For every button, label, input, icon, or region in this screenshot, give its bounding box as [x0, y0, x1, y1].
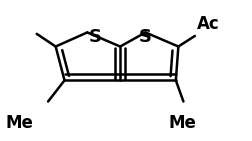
- Text: Ac: Ac: [197, 15, 219, 33]
- Text: Me: Me: [168, 114, 195, 132]
- Text: Me: Me: [5, 114, 33, 132]
- Text: S: S: [88, 28, 101, 46]
- Text: S: S: [138, 28, 151, 46]
